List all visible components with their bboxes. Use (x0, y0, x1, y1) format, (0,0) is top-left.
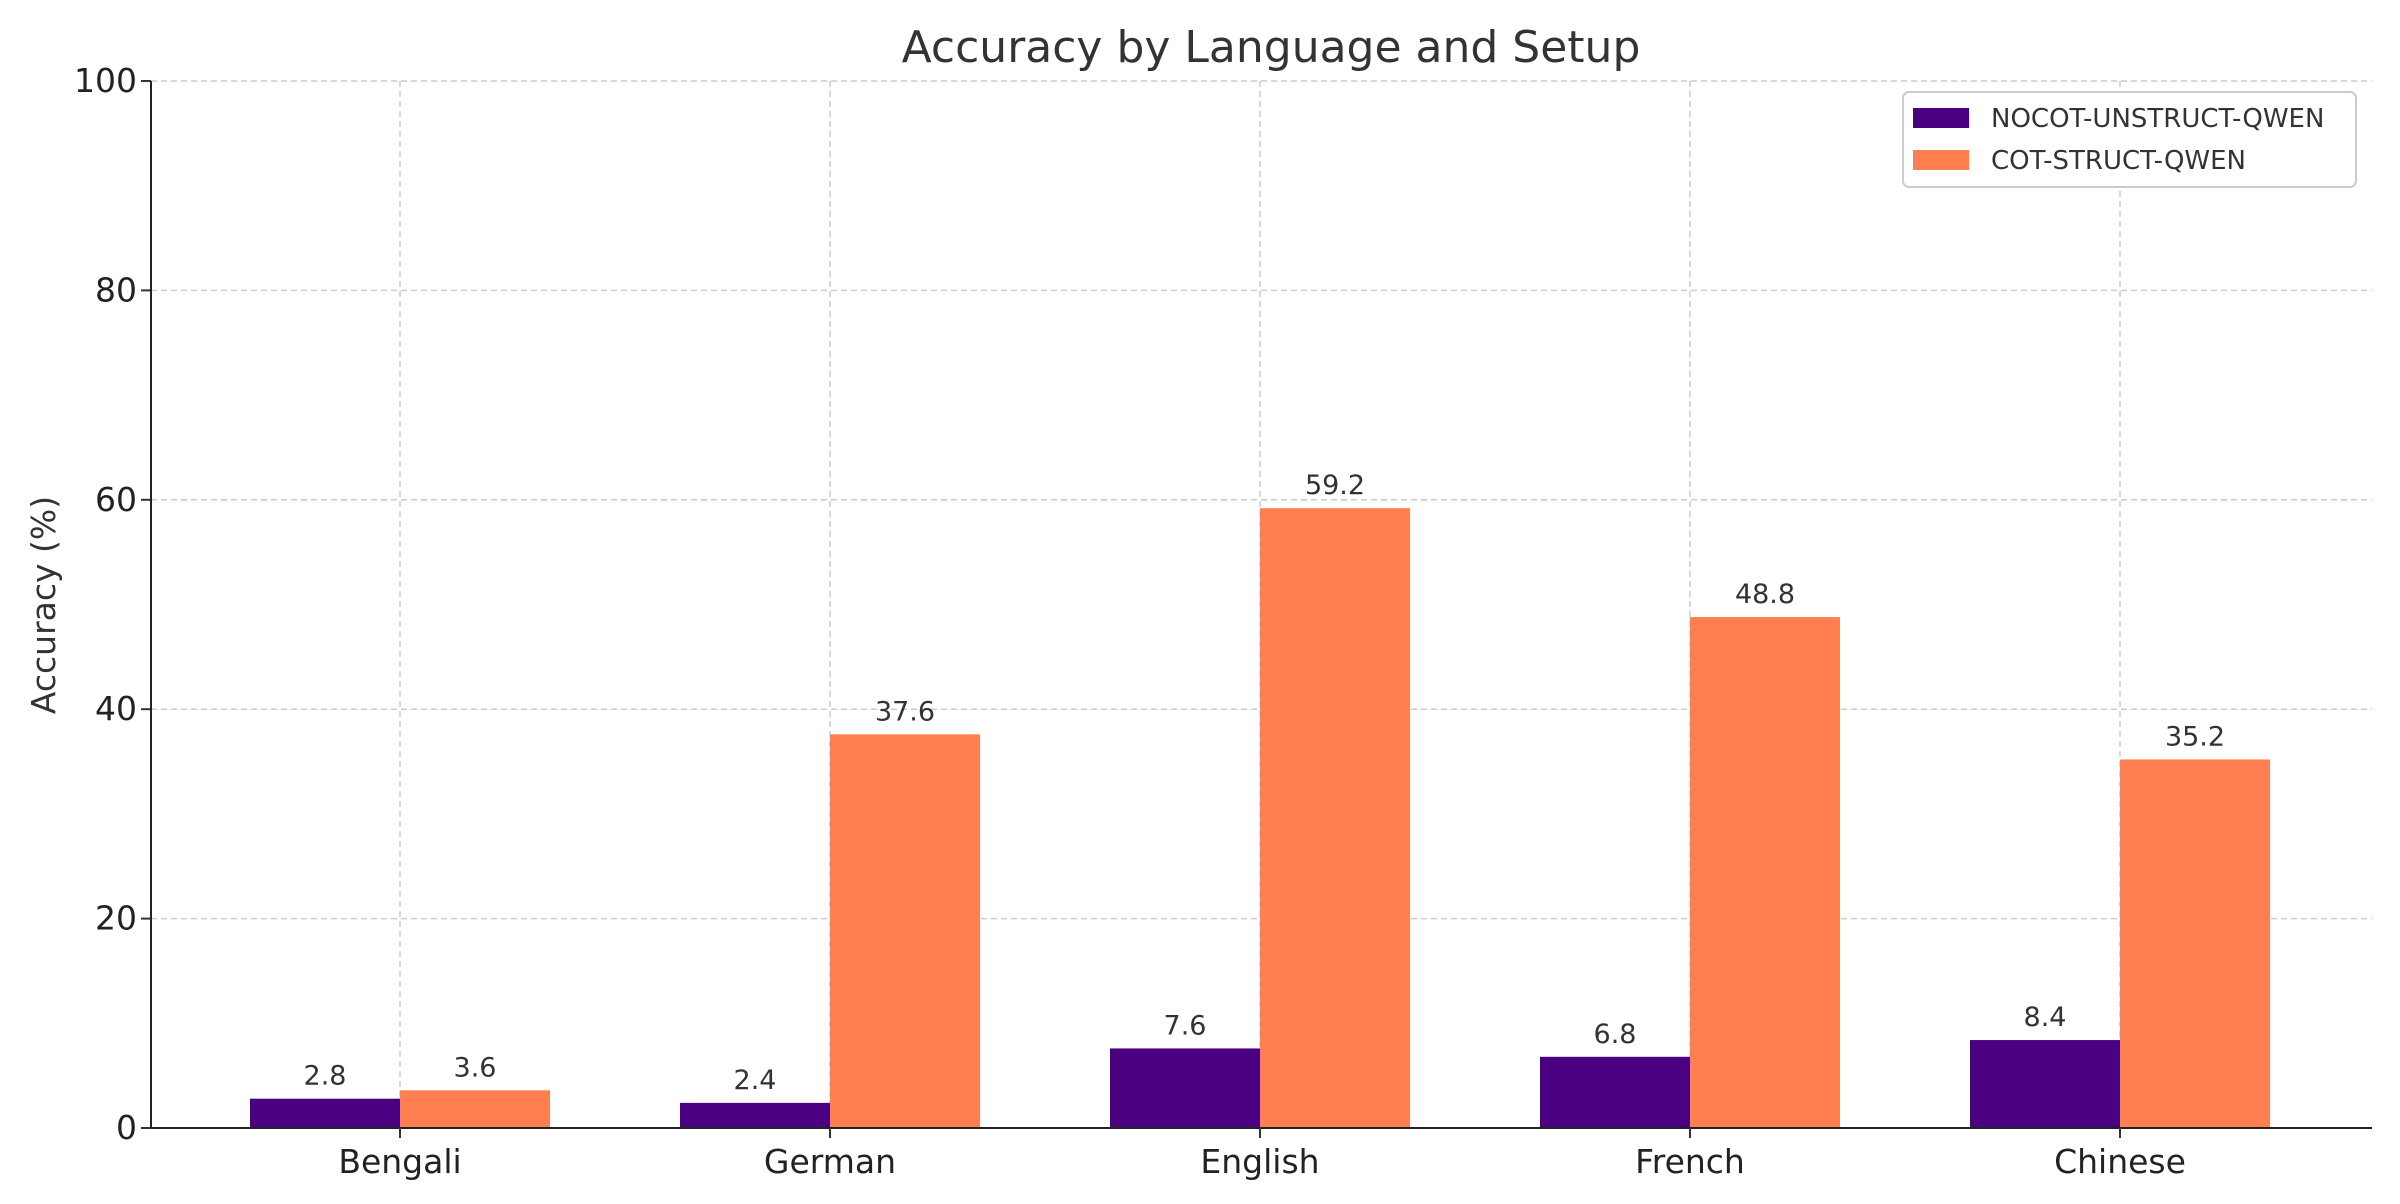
data-labels: 2.8 2.4 7.6 6.8 8.4 3.6 37.6 59.2 48.8 35.2 (304, 470, 2226, 1096)
bar-value-label: 8.4 (2024, 1002, 2067, 1033)
x-tick-label: German (764, 1142, 896, 1181)
axes: 0 20 40 60 80 100 Bengali German English French Ch… (74, 61, 2372, 1181)
y-tick-label: 0 (116, 1108, 137, 1147)
bar-value-label: 3.6 (454, 1052, 497, 1083)
bar-nocot-french (1540, 1056, 1690, 1128)
bar-cot-french (1690, 617, 1840, 1128)
y-tick-label: 60 (95, 480, 137, 519)
legend-box (1902, 91, 2357, 188)
bar-nocot-german (680, 1102, 830, 1128)
bar-value-label: 48.8 (1735, 579, 1795, 610)
bar-value-label: 7.6 (1164, 1010, 1207, 1041)
bar-value-label: 37.6 (875, 696, 935, 727)
bar-cot-chinese (2120, 759, 2270, 1128)
bar-nocot-bengali (250, 1098, 400, 1128)
bar-value-label: 2.8 (304, 1061, 347, 1092)
bars (250, 508, 2270, 1128)
y-tick-label: 80 (95, 270, 137, 309)
y-tick-label: 100 (74, 61, 137, 100)
bar-value-label: 6.8 (1594, 1019, 1637, 1050)
bar-value-label: 35.2 (2165, 721, 2225, 752)
x-tick-label: Bengali (338, 1142, 461, 1181)
y-axis-label: Accuracy (%) (24, 496, 63, 714)
bar-nocot-english (1110, 1048, 1260, 1128)
x-tick-label: French (1635, 1142, 1745, 1181)
y-tick-label: 20 (95, 899, 137, 938)
bar-nocot-chinese (1970, 1040, 2120, 1128)
bar-cot-bengali (400, 1090, 550, 1128)
bar-value-label: 2.4 (734, 1065, 777, 1096)
legend-label: NOCOT-UNSTRUCT-QWEN (1991, 104, 2324, 134)
legend-label: COT-STRUCT-QWEN (1991, 146, 2246, 176)
bar-cot-german (830, 734, 980, 1128)
legend-swatch (1913, 108, 1969, 128)
bar-cot-english (1260, 508, 1410, 1128)
legend-swatch (1913, 150, 1969, 170)
legend: NOCOT-UNSTRUCT-QWEN COT-STRUCT-QWEN (1902, 91, 2357, 188)
chart-title: Accuracy by Language and Setup (902, 22, 1641, 73)
x-tick-label: Chinese (2054, 1142, 2186, 1181)
x-tick-label: English (1200, 1142, 1319, 1181)
y-tick-label: 40 (95, 689, 137, 728)
bar-value-label: 59.2 (1305, 470, 1365, 501)
